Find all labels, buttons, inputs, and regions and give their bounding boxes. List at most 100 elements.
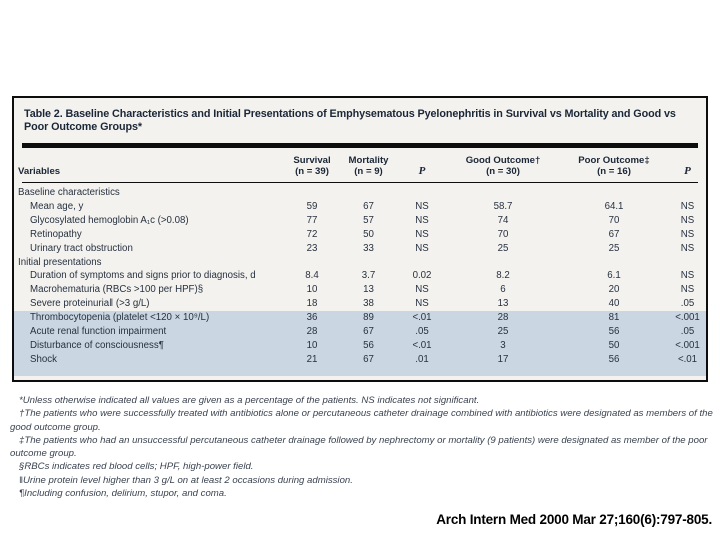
table-row: Shock 21 67 .01 17 56 <.01	[14, 352, 706, 376]
citation: Arch Intern Med 2000 Mar 27;160(6):797-8…	[436, 512, 712, 527]
table-row: Glycosylated hemoglobin A₁c (>0.08) 77 57…	[14, 214, 706, 228]
column-header: Good Outcome† (n = 30)	[447, 155, 559, 177]
table-cell: 21	[306, 353, 318, 365]
table-cell: NS	[680, 228, 695, 240]
table-row: Disturbance of consciousness¶ 10 56 <.01 3 5…	[14, 338, 706, 353]
table-cell: NS	[680, 200, 695, 212]
row-label: Retinopathy	[30, 228, 82, 240]
table-cell: NS	[680, 284, 695, 296]
column-header-label: Variables	[18, 166, 61, 177]
table-row: Severe proteinuria‖ (>3 g/L) 18 38 NS 13 40.…	[14, 297, 706, 311]
footnote-line: ‖Urine protein level higher than 3 g/L o…	[19, 474, 353, 486]
row-label: Acute renal function impairment	[30, 326, 167, 338]
table-cell: 8.4	[305, 270, 319, 282]
table-cell: <.01	[677, 353, 698, 365]
table-cell: 67	[363, 326, 374, 338]
column-header-sublabel: (n = 30)	[486, 166, 520, 177]
table-cell: .05	[680, 298, 695, 310]
table-cell: 77	[306, 214, 318, 226]
table-cell: 25	[608, 242, 620, 254]
table-cell: 64.1	[604, 200, 624, 212]
table-cell: 6	[500, 284, 506, 296]
section-label: Baseline characteristics	[18, 187, 120, 198]
table-rule-top	[22, 143, 698, 148]
table-cell: 72	[306, 228, 318, 240]
table-cell: 81	[608, 312, 620, 324]
column-header-label: P	[418, 165, 426, 177]
table-cell: 3.7	[361, 270, 376, 282]
table-row: Duration of symptoms and signs prior to …	[14, 269, 706, 283]
row-label: Mean age, y	[30, 200, 84, 212]
column-header: Variables	[14, 155, 284, 177]
table-cell: 20	[608, 284, 620, 296]
row-label: Urinary tract obstruction	[30, 242, 133, 254]
section-label: Initial presentations	[18, 256, 102, 268]
table-cell: 38	[363, 298, 374, 310]
table-cell: 67	[608, 228, 620, 240]
row-label: Severe proteinuria‖ (>3 g/L)	[30, 298, 150, 310]
table-row: Thrombocytopenia (platelet <120 × 10⁹/L)…	[14, 311, 706, 326]
table-cell: 6.1	[607, 270, 621, 282]
column-header-sublabel: (n = 16)	[597, 166, 631, 177]
column-header-sublabel: (n = 39)	[295, 166, 329, 177]
footnotes: *Unless otherwise indicated all values a…	[10, 394, 714, 500]
table-cell: 89	[363, 312, 374, 324]
table-row: Mean age, y 59 67 NS 58.7 64.1 NS	[14, 200, 706, 214]
column-header: Poor Outcome‡ (n = 16)	[559, 155, 669, 177]
table-cell: <.001	[675, 339, 700, 351]
column-header-label: P	[684, 165, 691, 177]
table-cell: .05	[680, 326, 695, 338]
column-header: P	[397, 155, 447, 177]
table-cell: 10	[306, 339, 318, 351]
table-cell: <.001	[675, 312, 700, 324]
footnote-line: ¶Including confusion, delirium, stupor, …	[19, 488, 227, 500]
column-header-label: Mortality	[348, 155, 389, 166]
table-cell: NS	[680, 242, 695, 254]
column-header-label: Poor Outcome‡	[578, 155, 650, 166]
row-label: Disturbance of consciousness¶	[30, 339, 164, 351]
column-header-sublabel: (n = 9)	[354, 166, 383, 177]
column-header: Survival (n = 39)	[284, 155, 340, 177]
table-cell: NS	[415, 200, 429, 212]
table-cell: 67	[363, 353, 374, 365]
column-header-label: Good Outcome†	[465, 155, 541, 166]
table-cell: 70	[608, 214, 620, 226]
table-cell: 13	[497, 298, 509, 310]
table-cell: 28	[497, 312, 509, 324]
table-cell: 23	[306, 242, 318, 254]
table-cell: 10	[306, 284, 318, 296]
table-cell: 25	[497, 242, 509, 254]
table-title: Table 2. Baseline Characteristics and In…	[24, 108, 676, 133]
row-label: Shock	[30, 353, 57, 365]
table-cell: 59	[306, 200, 318, 212]
table-cell: 50	[608, 339, 620, 351]
table-cell: 56	[608, 326, 620, 338]
table-cell: 50	[363, 228, 374, 240]
table-cell: 74	[497, 214, 509, 226]
table-cell: 0.02	[412, 270, 432, 282]
row-label: Glycosylated hemoglobin A₁c (>0.08)	[30, 214, 189, 226]
table-cell: 8.2	[496, 270, 510, 282]
table-cell: <.01	[412, 312, 432, 324]
row-label: Thrombocytopenia (platelet <120 × 10⁹/L)	[30, 312, 210, 324]
column-header: Mortality (n = 9)	[340, 155, 397, 177]
table-cell: NS	[415, 242, 429, 254]
table-cell: 57	[363, 214, 374, 226]
table-cell: NS	[415, 214, 429, 226]
row-label: Duration of symptoms and signs prior to …	[30, 270, 256, 282]
footnote-line: ‡The patients who had an unsuccessful pe…	[10, 434, 708, 460]
footnote-line: *Unless otherwise indicated all values a…	[19, 395, 480, 406]
table-cell: 13	[363, 284, 374, 296]
table-cell: 40	[608, 298, 620, 310]
table-cell: 56	[608, 353, 620, 365]
table-cell: 25	[497, 326, 509, 338]
row-label: Macrohematuria (RBCs >100 per HPF)§	[30, 284, 204, 296]
table-cell: 28	[306, 326, 318, 338]
table-cell: 18	[306, 298, 318, 310]
table-cell: .01	[415, 353, 429, 365]
column-header-label: Survival	[293, 155, 331, 166]
table-section-row: Initial presentations	[14, 256, 706, 270]
table-cell: 67	[363, 200, 374, 212]
footnote-line: §RBCs indicates red blood cells; HPF, hi…	[19, 461, 254, 473]
column-header: P	[669, 155, 706, 177]
